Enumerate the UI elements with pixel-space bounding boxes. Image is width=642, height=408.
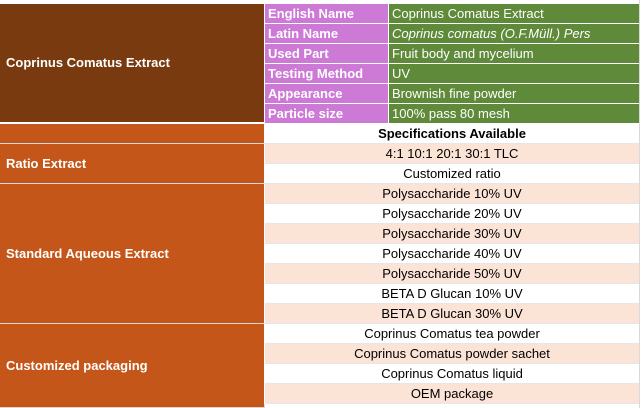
group-label-standard-aqueous-extract[interactable]: Standard Aqueous Extract xyxy=(0,184,265,324)
product-title: Coprinus Comatus Extract xyxy=(6,55,170,70)
spec-item[interactable]: Polysaccharide 10% UV xyxy=(265,184,639,204)
info-value-used-part[interactable]: Fruit body and mycelium xyxy=(389,44,639,64)
spec-item[interactable]: BETA D Glucan 30% UV xyxy=(265,304,639,324)
spec-item[interactable]: 4:1 10:1 20:1 30:1 TLC xyxy=(265,144,639,164)
info-label-english-name[interactable]: English Name xyxy=(265,4,389,24)
info-label-testing-method[interactable]: Testing Method xyxy=(265,64,389,84)
info-label-latin-name[interactable]: Latin Name xyxy=(265,24,389,44)
spec-item[interactable]: Polysaccharide 40% UV xyxy=(265,244,639,264)
spec-item[interactable]: Polysaccharide 20% UV xyxy=(265,204,639,224)
specifications-header[interactable]: Specifications Available xyxy=(265,124,639,144)
grid-line-col-b xyxy=(264,404,265,408)
info-value-english-name[interactable]: Coprinus Comatus Extract xyxy=(389,4,639,24)
info-label-used-part[interactable]: Used Part xyxy=(265,44,389,64)
info-label-appearance[interactable]: Appearance xyxy=(265,84,389,104)
grid-line-right xyxy=(639,0,640,408)
spec-left-header-cell[interactable] xyxy=(0,124,265,144)
spec-item[interactable]: BETA D Glucan 10% UV xyxy=(265,284,639,304)
spec-item[interactable]: Coprinus Comatus liquid xyxy=(265,364,639,384)
info-value-particle-size[interactable]: 100% pass 80 mesh xyxy=(389,104,639,124)
group-label-ratio-extract[interactable]: Ratio Extract xyxy=(0,144,265,184)
info-value-testing-method[interactable]: UV xyxy=(389,64,639,84)
group-label-customized-packaging[interactable]: Customized packaging xyxy=(0,324,265,408)
product-title-cell[interactable]: Coprinus Comatus Extract xyxy=(0,4,265,123)
spec-item[interactable]: Polysaccharide 50% UV xyxy=(265,264,639,284)
info-value-appearance[interactable]: Brownish fine powder xyxy=(389,84,639,104)
info-label-particle-size[interactable]: Particle size xyxy=(265,104,389,124)
spec-item[interactable]: Coprinus Comatus powder sachet xyxy=(265,344,639,364)
spec-item[interactable]: Polysaccharide 30% UV xyxy=(265,224,639,244)
spec-item[interactable]: OEM package xyxy=(265,384,639,404)
spec-item[interactable]: Customized ratio xyxy=(265,164,639,184)
info-value-latin-name[interactable]: Coprinus comatus (O.F.Müll.) Pers xyxy=(389,24,639,44)
spec-item[interactable]: Coprinus Comatus tea powder xyxy=(265,324,639,344)
